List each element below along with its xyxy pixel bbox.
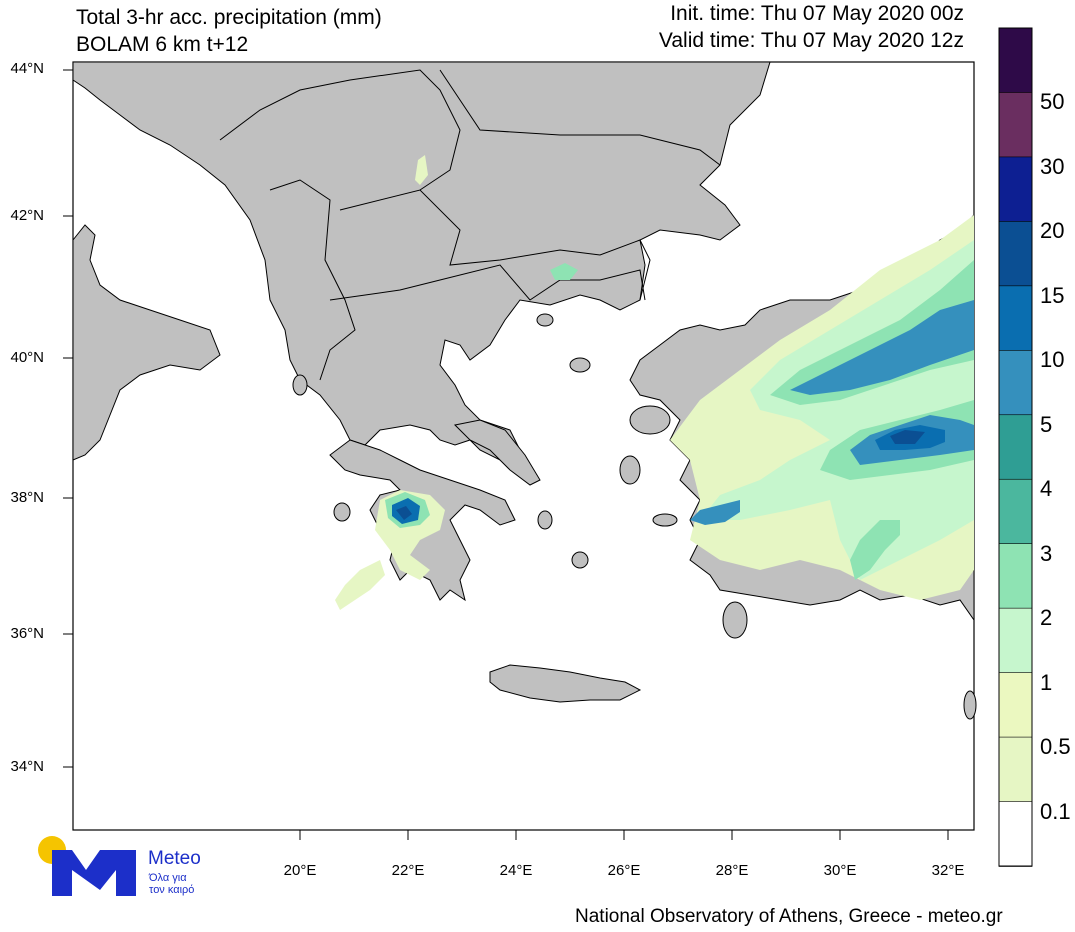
land-crete (489, 664, 642, 703)
lon-label-24: 24°E (499, 862, 533, 879)
colorbar-segment-5 (998, 350, 1033, 416)
precip-5-aegean-east (690, 500, 740, 525)
border-romania (439, 69, 721, 166)
map-title: Total 3-hr acc. precipitation (mm) BOLAM… (76, 4, 382, 58)
land-naxos (571, 551, 589, 569)
logo-tagline-line1: Όλα για (149, 872, 187, 884)
meteo-logo (38, 836, 136, 896)
border-albania (269, 179, 356, 381)
lat-label-42: 42°N (10, 207, 44, 224)
border-bulgaria (339, 189, 641, 266)
precip-5-anatolia (790, 300, 974, 395)
colorbar-label-3: 3 (1040, 541, 1053, 566)
lon-label-32: 32°E (931, 862, 965, 879)
land-limnos (569, 357, 591, 373)
colorbar-label-10: 10 (1040, 347, 1065, 372)
title-line-2: BOLAM 6 km t+12 (76, 33, 249, 56)
lat-label-40: 40°N (10, 349, 44, 366)
colorbar-label-15: 15 (1040, 283, 1065, 308)
precip-2-south (850, 520, 900, 580)
time-info: Init. time: Thu 07 May 2020 00z Valid ti… (659, 0, 964, 54)
colorbar-label-0-5: 0.5 (1040, 734, 1071, 759)
colorbar-label-5: 5 (1040, 412, 1053, 437)
lat-label-34: 34°N (10, 758, 44, 775)
lon-label-26: 26°E (607, 862, 641, 879)
precip-2-anatolia (770, 260, 974, 405)
colorbar-label-50: 50 (1040, 89, 1065, 114)
colorbar-label-4: 4 (1040, 476, 1053, 501)
colorbar-segment-8 (998, 543, 1033, 609)
colorbar-segment-0 (998, 27, 1033, 94)
colorbar-segment-2 (998, 156, 1033, 223)
colorbar-segment-1 (998, 92, 1033, 158)
colorbar-label-0-1: 0.1 (1040, 799, 1071, 824)
border-greece-north (329, 264, 646, 301)
colorbar-segment-9 (998, 607, 1033, 674)
colorbar-segment-10 (998, 672, 1033, 738)
lat-label-44: 44°N (10, 60, 44, 77)
title-line-1: Total 3-hr acc. precipitation (mm) (76, 6, 382, 29)
logo-tagline-line2: τον καιρό (149, 884, 195, 896)
lon-label-28: 28°E (715, 862, 749, 879)
land-lesbos (629, 405, 671, 435)
land-cyprus-edge (963, 690, 977, 720)
land-euboea (453, 419, 541, 486)
land-samos (652, 513, 678, 527)
land-balkans (72, 61, 771, 461)
colorbar-segment-3 (998, 221, 1033, 287)
precip-20-anatolia (890, 430, 925, 444)
colorbar-label-2: 2 (1040, 605, 1053, 630)
logo-tagline: Όλα για τον καιρό (149, 872, 194, 896)
m-logo-icon (52, 850, 136, 896)
colorbar-segment-7 (998, 478, 1033, 545)
colorbar-frame (998, 27, 1033, 867)
land-chios (619, 455, 641, 485)
valid-time: Valid time: Thu 07 May 2020 12z (658, 29, 964, 52)
tick-marks (63, 69, 949, 840)
land-andros (537, 510, 553, 530)
colorbar-label-20: 20 (1040, 218, 1065, 243)
land-italy (72, 224, 221, 461)
colorbar-label-1: 1 (1040, 670, 1053, 695)
lon-label-20: 20°E (283, 862, 317, 879)
land-corfu (292, 374, 308, 396)
colorbar-segment-12 (998, 801, 1033, 867)
land-rhodes (722, 601, 748, 639)
precip-3-bulgaria (550, 263, 578, 280)
lat-label-36: 36°N (10, 625, 44, 642)
lon-label-22: 22°E (391, 862, 425, 879)
init-time: Init. time: Thu 07 May 2020 00z (670, 2, 964, 25)
lat-label-38: 38°N (10, 489, 44, 506)
lon-label-30: 30°E (823, 862, 857, 879)
land-kefalonia (333, 502, 351, 522)
colorbar-segment-11 (998, 736, 1033, 803)
border-serbia (219, 69, 461, 191)
precip-overlay (335, 155, 974, 610)
footer-credit: National Observatory of Athens, Greece -… (575, 906, 1003, 927)
colorbar-segment-4 (998, 285, 1033, 352)
precip-01-serbia (415, 155, 428, 185)
logo-name: Meteo (148, 848, 201, 869)
land-thasos (536, 313, 554, 327)
colorbar-label-30: 30 (1040, 154, 1065, 179)
colorbar-segment-6 (998, 414, 1033, 481)
colorbar (998, 27, 1033, 867)
border-turkey-europe (639, 239, 651, 301)
precip-20-peloponnese (396, 506, 412, 520)
precip-01-ionian (335, 560, 385, 610)
border-lines (219, 69, 721, 381)
